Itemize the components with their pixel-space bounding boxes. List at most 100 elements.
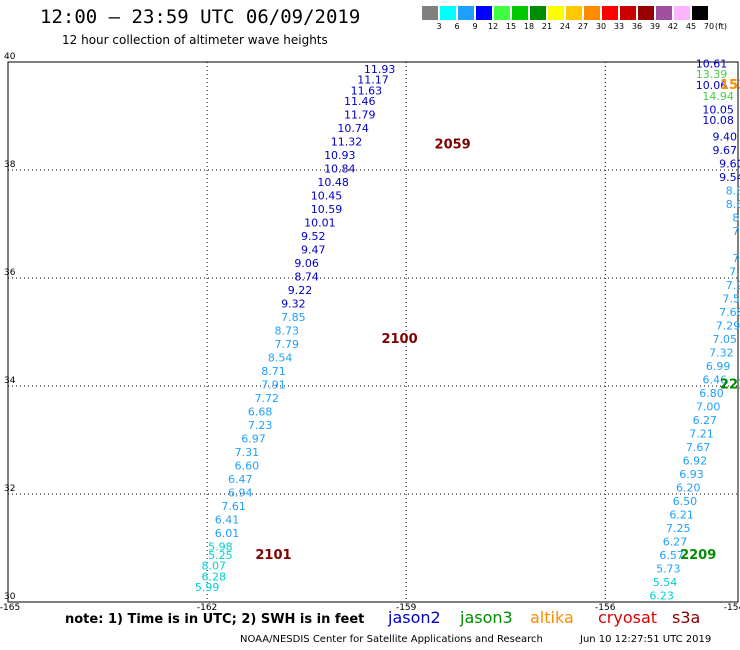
legend-bin-label: 12 <box>487 22 499 31</box>
y-tick-label: 40 <box>4 52 16 62</box>
data-point-label: 10.93 <box>324 149 356 162</box>
legend-bin-label: 33 <box>613 22 625 31</box>
data-point-label: 9.54 <box>719 171 740 184</box>
data-point-label: 7.58 <box>722 292 740 305</box>
data-point-label: 7.67 <box>686 441 711 454</box>
legend-bin-label: 42 <box>667 22 679 31</box>
satellite-name-cryosat: cryosat <box>598 608 658 627</box>
data-point-label: 7.05 <box>712 333 737 346</box>
legend-bin-label: 30 <box>595 22 607 31</box>
time-label: 2210 <box>720 378 740 393</box>
legend-bin-label: 3 <box>436 22 442 31</box>
x-tick-label: -159 <box>396 603 417 613</box>
footer-credit: NOAA/NESDIS Center for Satellite Applica… <box>240 634 543 645</box>
data-point-label: 6.57 <box>659 549 684 562</box>
x-tick-label: -156 <box>595 603 616 613</box>
data-point-label: 10.84 <box>324 163 356 176</box>
legend-swatch <box>620 6 636 20</box>
legend-bin-label: 39 <box>649 22 661 31</box>
data-point-label: 7.79 <box>274 338 299 351</box>
data-point-label: 6.80 <box>699 387 724 400</box>
legend-bin-label: 6 <box>454 22 460 31</box>
legend-swatch <box>440 6 456 20</box>
time-label: 2100 <box>381 332 417 347</box>
data-point-label: 8.71 <box>261 365 286 378</box>
data-point-label: 14.94 <box>702 90 734 103</box>
data-point-label: 6.93 <box>679 468 704 481</box>
data-point-label: 6.41 <box>215 514 240 527</box>
data-point-label: 6.21 <box>669 508 694 521</box>
y-tick-label: 32 <box>4 484 15 494</box>
data-point-label: 7.21 <box>689 427 714 440</box>
legend-swatch <box>548 6 564 20</box>
legend-swatch <box>494 6 510 20</box>
data-point-label: 11.93 <box>364 63 396 76</box>
data-point-label: 11.46 <box>344 95 376 108</box>
data-point-label: 7.32 <box>709 346 734 359</box>
legend-swatch <box>656 6 672 20</box>
data-point-label: 7.23 <box>248 419 273 432</box>
data-point-label: 6.23 <box>649 589 674 602</box>
data-point-label: 10.05 <box>702 103 734 116</box>
data-point-label: 8.73 <box>274 325 299 338</box>
data-point-label: 7.00 <box>696 400 721 413</box>
data-point-label: 6.97 <box>241 433 266 446</box>
satellite-name-jason2: jason2 <box>388 608 441 627</box>
data-point-label: 9.47 <box>301 244 326 257</box>
legend-swatch <box>638 6 654 20</box>
legend-swatch <box>674 6 690 20</box>
y-tick-label: 38 <box>4 160 16 170</box>
x-tick-label: -154 <box>724 603 740 613</box>
time-label: 2101 <box>255 548 291 563</box>
legend-swatch <box>602 6 618 20</box>
data-point-label: 10.48 <box>317 176 349 189</box>
data-point-label: 5.54 <box>653 576 678 589</box>
data-point-label: 9.52 <box>301 230 326 243</box>
data-point-label: 10.61 <box>696 57 728 70</box>
data-point-label: 6.20 <box>676 481 701 494</box>
data-point-label: 9.22 <box>288 284 313 297</box>
data-point-label: 7.57 <box>732 225 740 238</box>
legend-swatch <box>512 6 528 20</box>
data-point-label: 9.60 <box>719 157 740 170</box>
data-point-label: 6.46 <box>703 373 728 386</box>
data-point-label: 7.85 <box>281 311 306 324</box>
data-point-label: 9.32 <box>281 298 306 311</box>
time-label: 2209 <box>680 548 716 563</box>
y-tick-label: 36 <box>4 268 16 278</box>
data-point-label: 6.50 <box>673 495 698 508</box>
data-point-label: 9.40 <box>712 130 737 143</box>
data-point-label: 8.07 <box>201 560 226 573</box>
data-point-label: 10.74 <box>337 122 369 135</box>
data-point-label: 7.90 <box>726 279 740 292</box>
legend-bin-label: 36 <box>631 22 643 31</box>
plot-frame <box>7 61 739 603</box>
data-point-label: 5.98 <box>208 541 233 554</box>
data-point-label: 10.01 <box>304 217 336 230</box>
data-point-label: 6.27 <box>663 535 688 548</box>
data-point-label: 8.83 <box>726 184 740 197</box>
data-point-label: 11.79 <box>344 109 376 122</box>
legend-bin-label: 70 <box>703 22 715 31</box>
data-point-label: 6.60 <box>235 460 260 473</box>
data-point-label: 5.99 <box>195 581 220 594</box>
data-point-label: 6.92 <box>683 454 708 467</box>
data-point-label: 8.54 <box>268 352 293 365</box>
data-point-label: 6.99 <box>706 360 731 373</box>
legend-bin-label: 24 <box>559 22 571 31</box>
legend-swatch <box>476 6 492 20</box>
data-point-label: 10.08 <box>702 114 734 127</box>
data-point-label: 5.25 <box>208 549 233 562</box>
legend-bin-label: 18 <box>523 22 535 31</box>
data-point-label: 8.07 <box>732 211 740 224</box>
satellite-name-altika: altika <box>530 608 574 627</box>
legend-bin-label: 27 <box>577 22 589 31</box>
data-point-label: 7.68 <box>719 306 740 319</box>
time-label: 2059 <box>435 137 471 152</box>
legend-bin-label: 45 <box>685 22 697 31</box>
data-point-label: 7.29 <box>716 319 740 332</box>
y-tick-label: 34 <box>4 376 16 386</box>
data-point-label: 7.72 <box>255 392 280 405</box>
legend-bin-label: 9 <box>472 22 478 31</box>
data-point-label: 7.04 <box>729 265 740 278</box>
